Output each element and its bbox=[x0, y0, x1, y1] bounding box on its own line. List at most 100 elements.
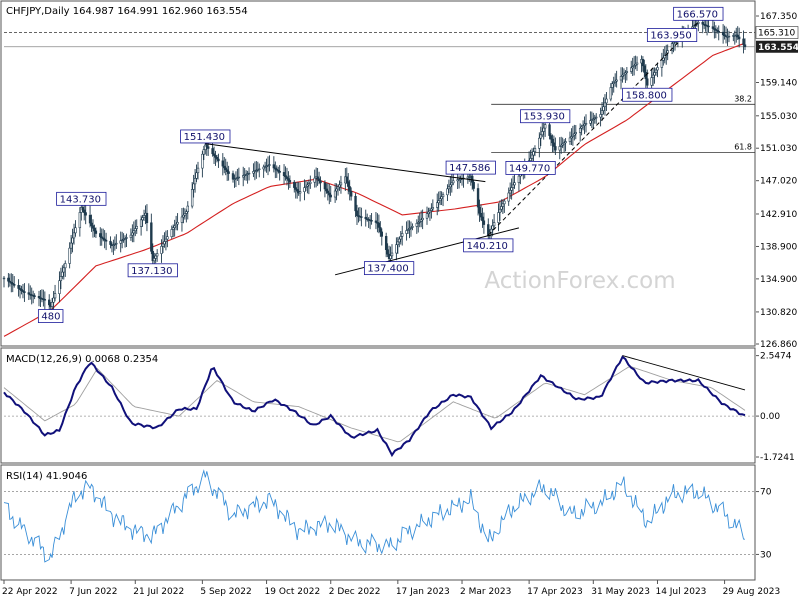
candle-body bbox=[335, 188, 338, 192]
candle-body bbox=[717, 30, 720, 33]
candle-body bbox=[277, 169, 280, 172]
candle-body bbox=[52, 297, 55, 303]
candle-body bbox=[135, 226, 138, 229]
candle-body bbox=[268, 164, 271, 166]
candle-body bbox=[713, 28, 716, 30]
candle-body bbox=[120, 239, 124, 242]
candle-body bbox=[574, 132, 577, 135]
candle-body bbox=[396, 241, 400, 245]
candle-body bbox=[721, 31, 725, 36]
candle-body bbox=[538, 137, 541, 149]
candle-body bbox=[101, 237, 105, 240]
macd-trend-line bbox=[622, 355, 746, 391]
candle-body bbox=[355, 210, 359, 216]
candle-body bbox=[84, 212, 87, 216]
candle-body bbox=[736, 34, 739, 38]
price-label: 147.586 bbox=[449, 163, 490, 174]
fib-level-label: 61.8 bbox=[734, 142, 752, 151]
candle-body bbox=[542, 127, 545, 132]
candle-body bbox=[196, 167, 200, 174]
candle-body bbox=[172, 227, 175, 230]
sma-line bbox=[3, 43, 744, 337]
candle-body bbox=[441, 194, 445, 198]
candle-body bbox=[580, 126, 583, 129]
candle-body bbox=[619, 76, 623, 81]
candle-body bbox=[498, 208, 502, 213]
candle-body bbox=[294, 187, 297, 190]
candle-body bbox=[370, 220, 373, 222]
price-label-box bbox=[445, 160, 496, 175]
candle-body bbox=[583, 123, 586, 126]
rsi-panel-frame bbox=[0, 464, 756, 581]
candle-body bbox=[125, 237, 128, 239]
candle-body bbox=[192, 183, 195, 190]
candle-body bbox=[326, 190, 330, 194]
candle-body bbox=[737, 36, 741, 40]
candle-body bbox=[438, 198, 442, 202]
candle-body bbox=[595, 116, 598, 119]
candle-body bbox=[471, 175, 474, 183]
candle-body bbox=[8, 280, 12, 283]
candle-body bbox=[202, 149, 206, 155]
candle-body bbox=[635, 62, 639, 65]
candle-body bbox=[609, 87, 613, 100]
candle-body bbox=[377, 222, 381, 228]
candle-body bbox=[304, 185, 308, 188]
candle-body bbox=[104, 239, 108, 242]
trend-line bbox=[487, 21, 699, 236]
candle-body bbox=[386, 249, 389, 255]
candle-body bbox=[298, 191, 302, 194]
price-axis-label: 151.030 bbox=[760, 144, 797, 154]
candle-body bbox=[440, 196, 443, 200]
candle-body bbox=[61, 271, 64, 277]
candle-body bbox=[354, 195, 357, 212]
x-axis-label: 14 Jul 2023 bbox=[655, 587, 706, 597]
candle-body bbox=[319, 180, 322, 184]
candle-body bbox=[364, 216, 367, 220]
candle-body bbox=[561, 143, 564, 146]
candle-body bbox=[33, 295, 36, 297]
candle-body bbox=[431, 207, 435, 210]
candle-body bbox=[399, 235, 402, 240]
candle-body bbox=[180, 216, 184, 223]
fib-level-label: 38.2 bbox=[734, 94, 752, 103]
candle-body bbox=[428, 210, 432, 213]
candle-body bbox=[68, 247, 71, 264]
macd-panel: 2.5474 0.00 -1.7241 bbox=[3, 352, 795, 463]
candle-body bbox=[560, 144, 563, 147]
candle-body bbox=[611, 83, 614, 88]
candle-body bbox=[549, 135, 553, 140]
candle-body bbox=[224, 167, 227, 171]
candle-body bbox=[129, 234, 133, 238]
candle-body bbox=[452, 180, 455, 184]
candle-body bbox=[123, 238, 127, 240]
candle-body bbox=[630, 67, 633, 72]
candle-body bbox=[653, 72, 656, 76]
candle-body bbox=[374, 220, 378, 223]
candle-body bbox=[570, 136, 573, 139]
candle-body bbox=[50, 301, 54, 307]
price-label-box bbox=[56, 191, 107, 206]
candle-body bbox=[643, 65, 646, 73]
price-label-box bbox=[363, 261, 415, 276]
candle-body bbox=[278, 170, 281, 173]
candle-body bbox=[419, 219, 423, 222]
price-label: 163.950 bbox=[650, 31, 691, 42]
candle-body bbox=[339, 182, 343, 186]
price-axis-label: 147.020 bbox=[760, 177, 797, 187]
x-axis: 22 Apr 2022 7 Jun 2022 21 Jul 2022 5 Sep 20… bbox=[2, 580, 780, 597]
candle-body bbox=[395, 244, 398, 254]
candle-body bbox=[497, 212, 500, 223]
candle-body bbox=[170, 229, 173, 237]
candle-body bbox=[692, 25, 696, 28]
price-label-box bbox=[463, 238, 514, 253]
candle-body bbox=[380, 231, 383, 237]
candle-body bbox=[215, 157, 219, 160]
candle-body bbox=[274, 167, 277, 170]
candle-body bbox=[150, 222, 153, 252]
candle-body bbox=[316, 176, 319, 180]
candle-body bbox=[212, 153, 216, 156]
candle-body bbox=[389, 255, 392, 259]
candle-body bbox=[500, 206, 503, 210]
candle-body bbox=[663, 55, 666, 59]
